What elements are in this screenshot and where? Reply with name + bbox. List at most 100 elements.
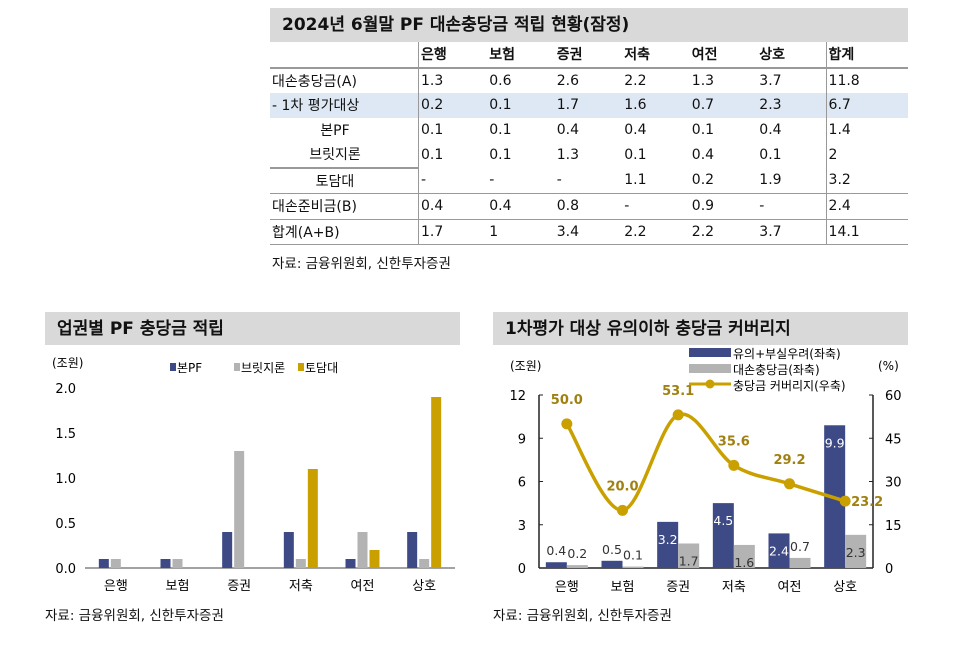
table-row: - 1차 평가대상 0.2 0.1 1.7 1.6 0.7 2.3 6.7 [270, 93, 908, 118]
data-label: 0.1 [623, 548, 643, 563]
table-cell: 1.3 [556, 146, 580, 163]
table-cell: 1.3 [691, 72, 715, 89]
table-cell: - [757, 193, 827, 219]
bar [845, 534, 867, 568]
table-cell: 합계(A+B) [270, 218, 419, 245]
bar [283, 532, 294, 568]
table-cell: 0.1 [624, 146, 647, 163]
bar [678, 543, 700, 568]
y-tick-label: 2.0 [55, 382, 76, 397]
bar [657, 521, 679, 568]
data-label: 1.7 [679, 553, 699, 568]
bar [307, 469, 318, 568]
table-cell: 본PF [270, 117, 419, 142]
bar [234, 451, 245, 568]
bar [98, 559, 109, 568]
y2-tick-label: 60 [885, 389, 902, 404]
table-cell: 2.3 [757, 93, 827, 118]
x-tick-label: 상호 [412, 579, 436, 594]
table-cell: 3.4 [554, 218, 623, 245]
bar [295, 559, 306, 568]
x-tick-label: 증권 [666, 580, 690, 595]
column-header: 증권 [554, 42, 623, 69]
table-cell: 2.4 [825, 193, 908, 219]
chart1-title: 업권별 PF 충당금 적립 [45, 312, 460, 345]
bar [369, 550, 380, 568]
coverage-point [617, 504, 628, 516]
table-row: 대손준비금(B) 0.4 0.4 0.8-0.9-2.4 [270, 193, 908, 219]
data-label: 0.5 [602, 542, 622, 557]
table-cell: 3.7 [757, 218, 827, 245]
y-tick-label: 1.5 [55, 427, 76, 442]
data-label: 4.5 [713, 513, 733, 528]
table-cell: 6.7 [825, 93, 908, 118]
x-tick-label: 증권 [227, 579, 251, 594]
table-cell: 2.2 [689, 218, 758, 245]
table-cell: - [421, 172, 427, 189]
table-cell: 1.7 [418, 218, 488, 245]
bar [566, 565, 588, 568]
y-axis-label: (조원) [52, 356, 83, 370]
legend-swatch [298, 363, 304, 371]
table-cell: 대손충당금(A) [270, 67, 419, 93]
column-header: 은행 [418, 42, 488, 69]
x-tick-label: 저축 [289, 579, 313, 594]
data-label: 0.7 [790, 539, 810, 554]
table-cell: 0.7 [689, 93, 758, 118]
x-tick-label: 여전 [351, 579, 375, 594]
legend-label: 유의+부실우려(좌축) [733, 347, 841, 361]
table-cell: 0.1 [489, 146, 512, 163]
bar [768, 533, 790, 568]
bar [419, 559, 430, 568]
table-cell: 0.4 [759, 121, 782, 138]
x-tick-label: 보험 [166, 579, 190, 594]
table-cell: 2.2 [624, 72, 647, 89]
y-tick-label: 9 [518, 432, 526, 447]
table-cell: 0.9 [689, 193, 758, 219]
data-label: 0.2 [567, 546, 587, 561]
coverage-point [728, 459, 740, 471]
bar [545, 562, 567, 568]
coverage-point [672, 409, 684, 421]
table-cell: 브릿지론 [270, 142, 419, 169]
table-cell: 0.4 [487, 193, 555, 219]
table-cell: 1.9 [759, 172, 782, 189]
coverage-label: 53.1 [662, 384, 694, 399]
x-tick-label: 여전 [778, 580, 802, 595]
table-cell: 0.6 [489, 72, 512, 89]
column-header: 저축 [622, 42, 690, 69]
bar [222, 532, 233, 568]
table-source: 자료: 금융위원회, 신한투자증권 [272, 256, 451, 272]
bar [345, 559, 356, 568]
bar [601, 560, 623, 568]
table-cell: 1.3 [421, 72, 444, 89]
chart2-title: 1차평가 대상 유의이하 충당금 커버리지 [493, 312, 908, 345]
column-header: 여전 [689, 42, 758, 69]
table-cell: 2 [825, 142, 908, 168]
legend-label: 본PF [177, 361, 202, 375]
bar [733, 544, 755, 568]
column-header: 상호 [757, 42, 827, 69]
table-cell: 0.4 [418, 193, 488, 219]
coverage-point [839, 495, 851, 507]
legend-swatch [689, 364, 731, 373]
table-cell: 1.1 [624, 172, 647, 189]
table-cell: 0.1 [487, 93, 555, 118]
y-tick-label: 0 [518, 562, 526, 577]
y2-tick-label: 15 [885, 519, 902, 534]
legend-label: 충당금 커버리지(우축) [733, 379, 846, 393]
y-tick-label: 12 [509, 389, 526, 404]
bar [622, 566, 644, 568]
column-header [270, 42, 419, 69]
y2-tick-label: 30 [885, 476, 902, 491]
y2-tick-label: 0 [885, 562, 893, 577]
table-cell: 3.7 [759, 72, 782, 89]
table-cell: 2.2 [622, 218, 690, 245]
table-cell: - [556, 172, 562, 189]
y-tick-label: 6 [518, 476, 526, 491]
table-cell: 0.1 [759, 146, 782, 163]
table-title: 2024년 6월말 PF 대손충당금 적립 현황(잠정) [270, 8, 908, 42]
table-cell: 0.1 [489, 121, 512, 138]
column-header: 보험 [487, 42, 555, 69]
